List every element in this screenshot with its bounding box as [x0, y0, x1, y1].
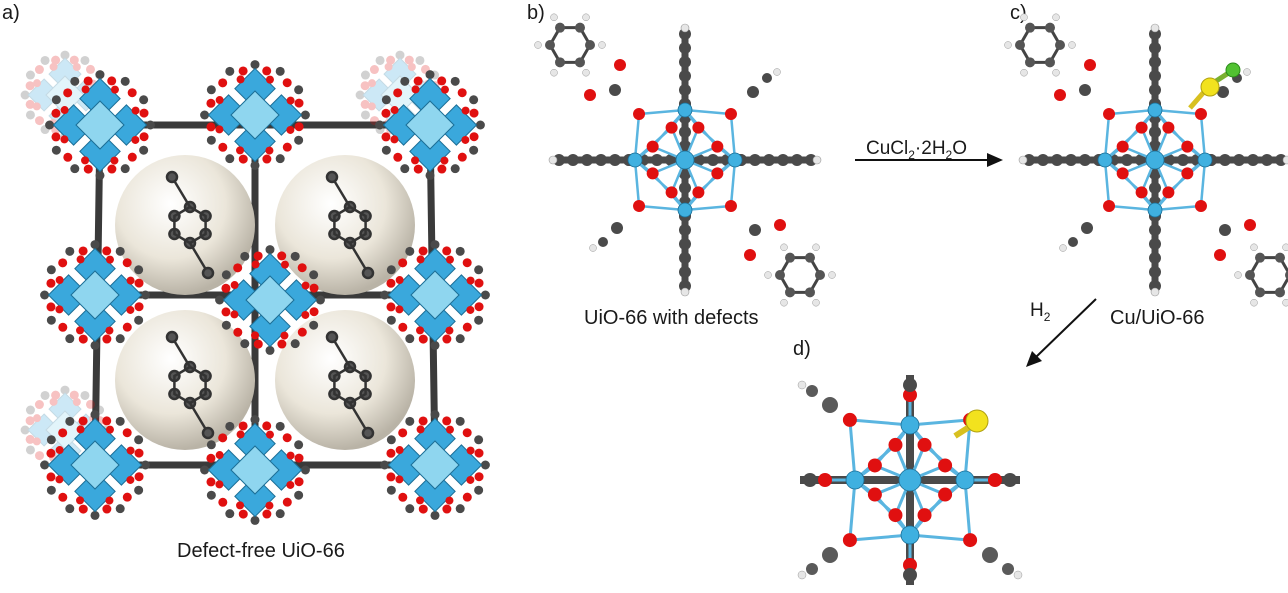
- zr-cluster: [380, 410, 490, 520]
- cluster-with-copper: [1004, 13, 1288, 307]
- zr-cluster: [200, 60, 310, 170]
- panel-label-a: a): [2, 2, 20, 24]
- caption-cu-uio66: Cu/UiO-66: [1110, 307, 1205, 329]
- panel-label-d: d): [793, 338, 811, 360]
- pore-sphere: [275, 155, 415, 295]
- copper-atom: [1200, 77, 1220, 97]
- reagent-cucl2: CuCl2·2H2O: [866, 138, 968, 162]
- pore-sphere: [115, 310, 255, 450]
- reduced-cluster: [797, 375, 1023, 585]
- caption-defect-free: Defect-free UiO-66: [177, 540, 345, 562]
- zr-cluster: [375, 70, 485, 180]
- arrow-right: [855, 153, 1003, 167]
- zr-cluster: [380, 240, 490, 350]
- reagent-h2: H2: [1030, 300, 1051, 324]
- zr-cluster: [40, 410, 150, 520]
- zr-cluster: [200, 415, 310, 525]
- framework-structure: [20, 50, 490, 525]
- pore-sphere: [115, 155, 255, 295]
- copper-atom-reduced: [965, 409, 989, 433]
- chlorine-atom: [1225, 62, 1241, 78]
- zr-cluster: [215, 245, 325, 355]
- zr-cluster: [45, 70, 155, 180]
- pore-sphere: [275, 310, 415, 450]
- zr-cluster: [40, 240, 150, 350]
- cluster-with-defects: [534, 13, 836, 307]
- caption-with-defects: UiO-66 with defects: [584, 307, 759, 329]
- panel-label-b: b): [527, 2, 545, 24]
- arrow-down-left: [1026, 298, 1097, 367]
